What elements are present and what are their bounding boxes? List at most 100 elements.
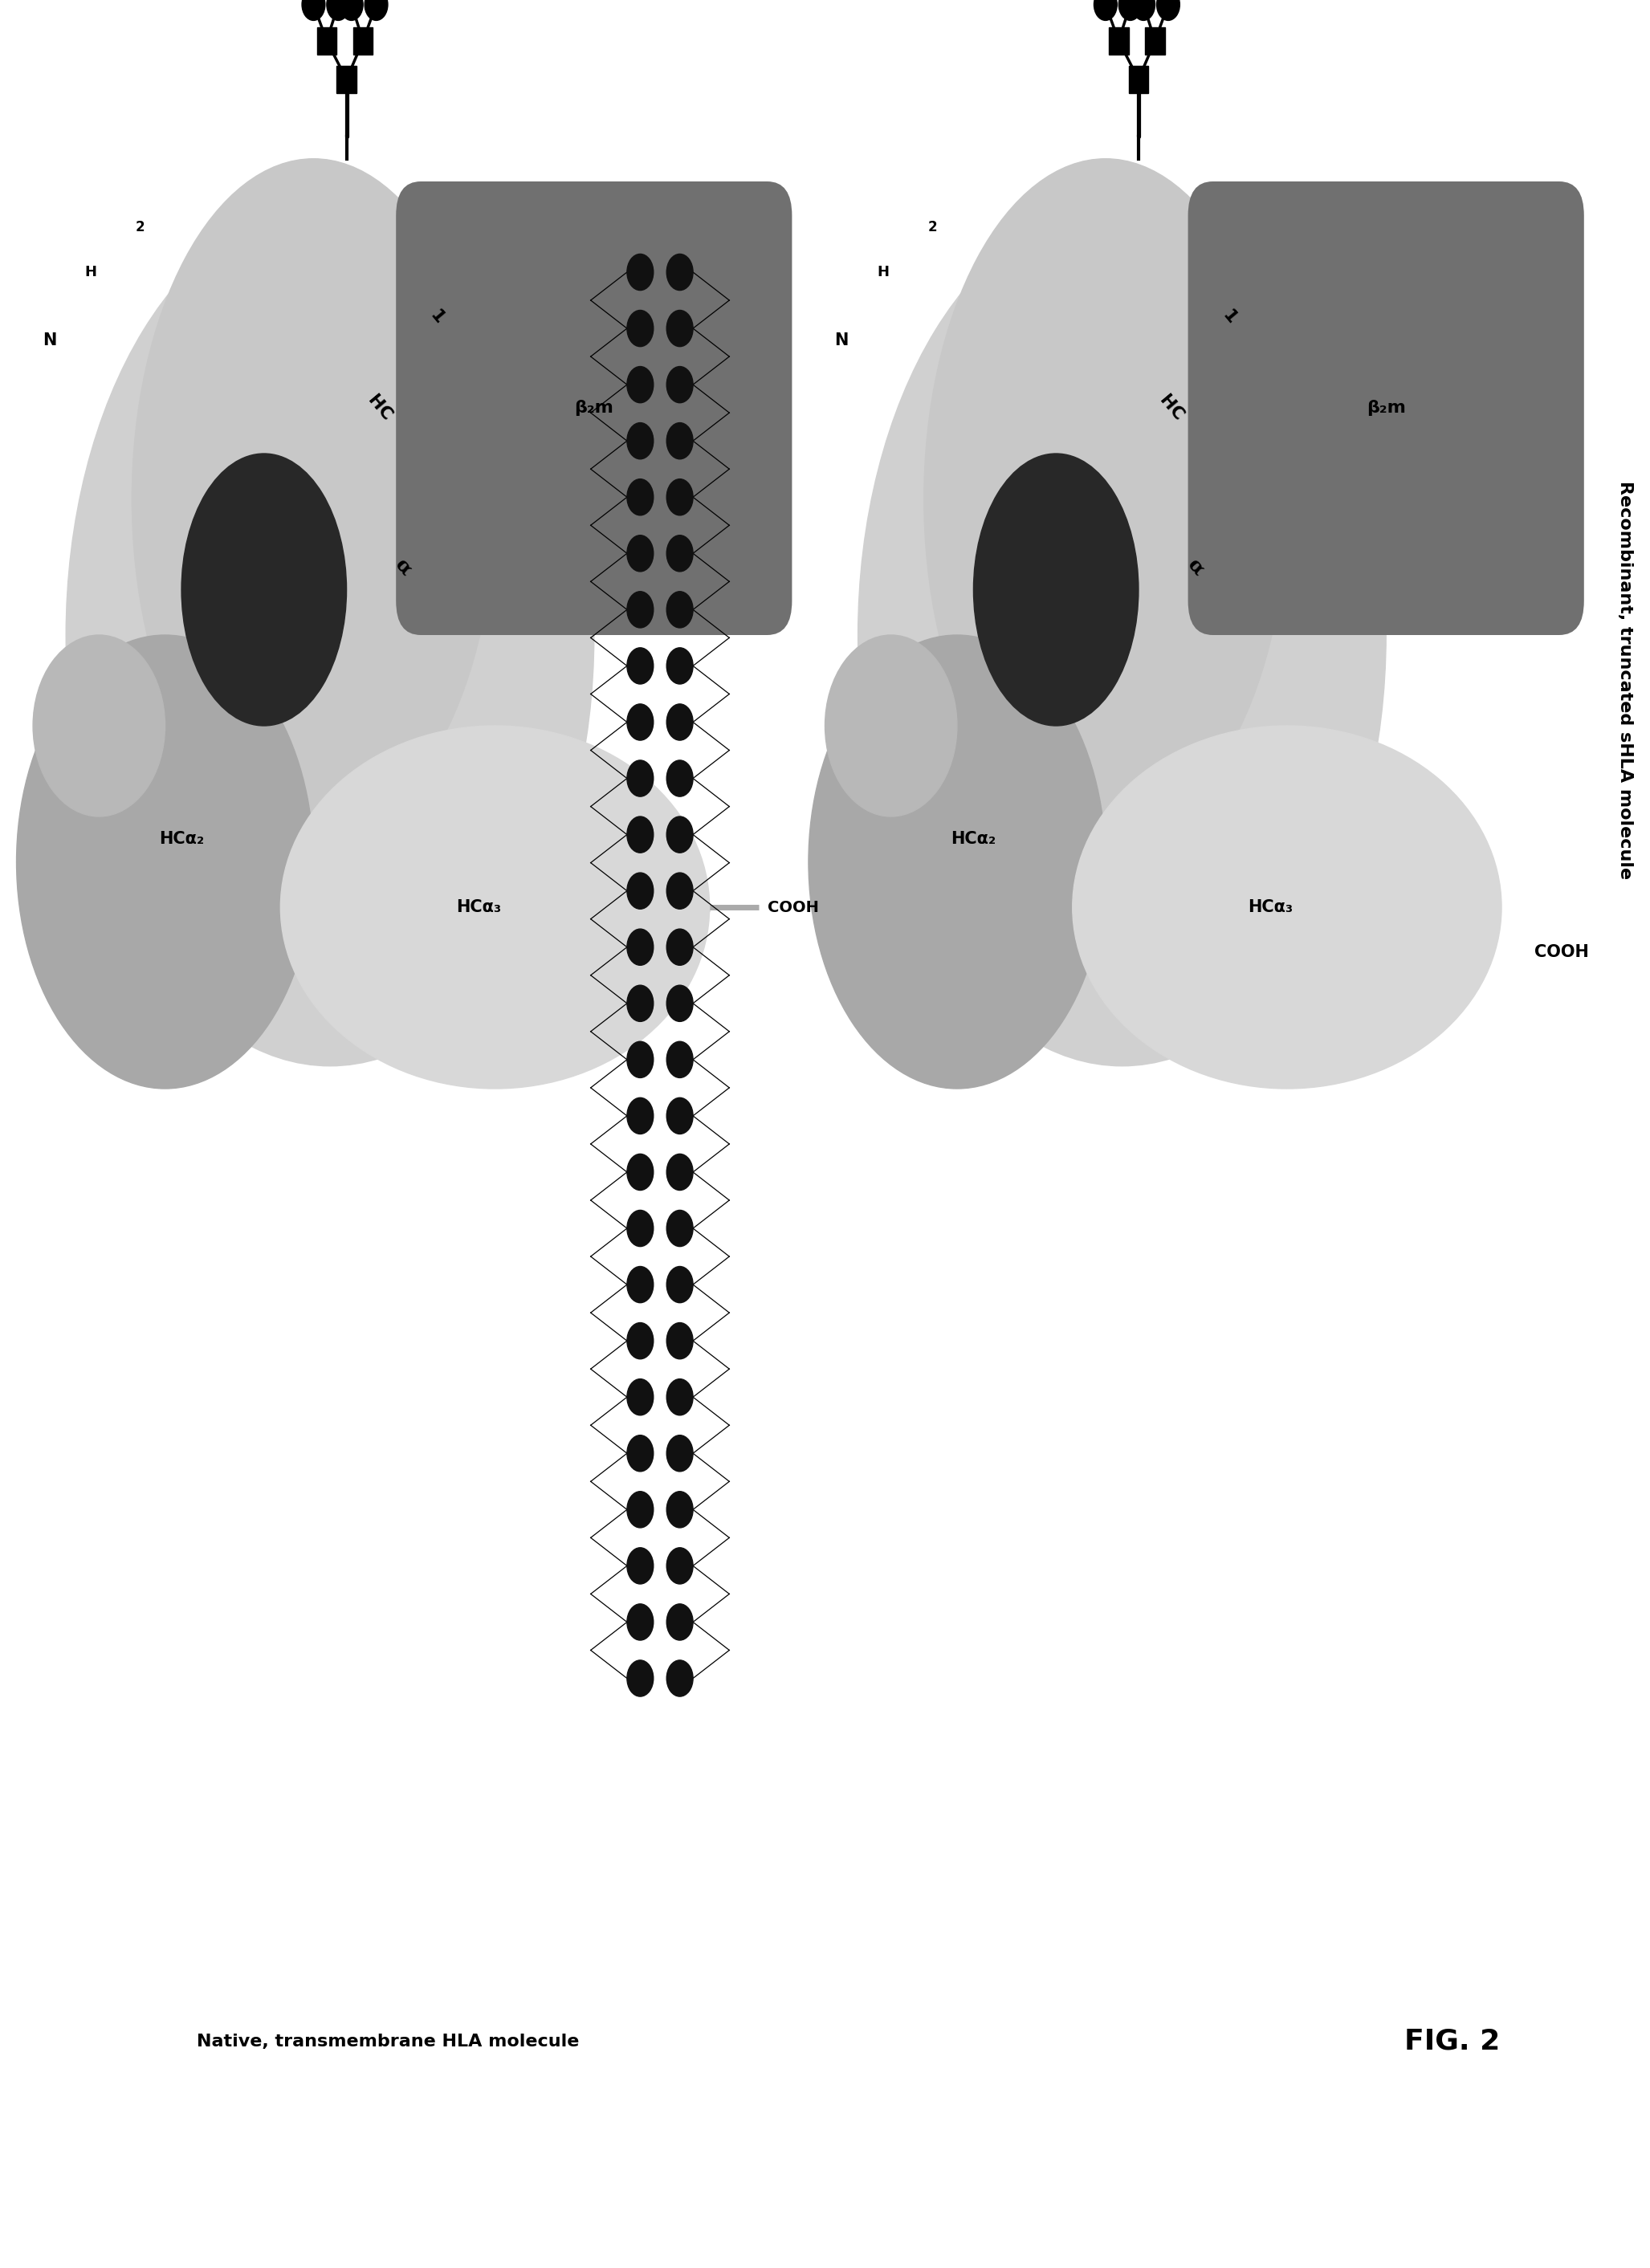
Circle shape [365, 0, 388, 20]
Circle shape [327, 0, 350, 20]
Ellipse shape [1072, 726, 1502, 1089]
Circle shape [667, 1098, 693, 1134]
Text: β₂m: β₂m [574, 399, 614, 417]
Text: Native, transmembrane HLA molecule: Native, transmembrane HLA molecule [196, 2032, 579, 2050]
Ellipse shape [16, 635, 314, 1089]
Circle shape [627, 254, 653, 290]
Text: α: α [393, 556, 416, 578]
Circle shape [627, 367, 653, 404]
Text: 2: 2 [135, 220, 145, 234]
Circle shape [627, 1379, 653, 1415]
Bar [317, 27, 337, 54]
Circle shape [627, 1603, 653, 1640]
Circle shape [627, 1492, 653, 1529]
Circle shape [627, 311, 653, 347]
Circle shape [340, 0, 363, 20]
FancyBboxPatch shape [396, 181, 792, 635]
Circle shape [667, 1041, 693, 1077]
Circle shape [627, 1211, 653, 1247]
Ellipse shape [182, 454, 346, 726]
Ellipse shape [280, 726, 710, 1089]
Bar [1109, 27, 1129, 54]
Circle shape [667, 984, 693, 1021]
Text: HCα₂: HCα₂ [158, 830, 205, 848]
Circle shape [627, 760, 653, 796]
Text: HC: HC [365, 392, 394, 424]
Circle shape [667, 760, 693, 796]
Text: β₂m: β₂m [1366, 399, 1406, 417]
Circle shape [667, 422, 693, 458]
Circle shape [627, 1098, 653, 1134]
Ellipse shape [33, 635, 165, 816]
Circle shape [667, 703, 693, 739]
Circle shape [667, 1603, 693, 1640]
Ellipse shape [825, 635, 957, 816]
Circle shape [667, 1660, 693, 1696]
Circle shape [627, 422, 653, 458]
Circle shape [627, 535, 653, 572]
Circle shape [1119, 0, 1142, 20]
Circle shape [1132, 0, 1155, 20]
Circle shape [667, 930, 693, 966]
Circle shape [667, 873, 693, 909]
Circle shape [667, 1211, 693, 1247]
Text: H: H [876, 265, 889, 279]
Circle shape [302, 0, 325, 20]
Circle shape [627, 649, 653, 685]
Circle shape [667, 816, 693, 853]
Circle shape [667, 1492, 693, 1529]
Text: H: H [84, 265, 97, 279]
Circle shape [627, 1041, 653, 1077]
Circle shape [627, 1436, 653, 1472]
Circle shape [627, 479, 653, 515]
Text: Recombinant, truncated sHLA molecule: Recombinant, truncated sHLA molecule [1617, 481, 1634, 880]
Circle shape [627, 816, 653, 853]
Circle shape [627, 1547, 653, 1583]
Circle shape [667, 1322, 693, 1359]
Circle shape [1157, 0, 1180, 20]
Ellipse shape [132, 159, 495, 839]
Circle shape [627, 984, 653, 1021]
Text: HCα₃: HCα₃ [1247, 898, 1294, 916]
Ellipse shape [808, 635, 1106, 1089]
Circle shape [627, 930, 653, 966]
Text: 2: 2 [927, 220, 937, 234]
Circle shape [627, 1266, 653, 1302]
Text: 1: 1 [1219, 308, 1239, 327]
Text: COOH: COOH [767, 900, 818, 914]
Text: FIG. 2: FIG. 2 [1404, 2028, 1500, 2055]
Text: N: N [835, 331, 848, 349]
Ellipse shape [66, 204, 594, 1066]
Text: HCα₃: HCα₃ [455, 898, 502, 916]
Circle shape [667, 367, 693, 404]
Circle shape [1094, 0, 1117, 20]
Ellipse shape [974, 454, 1138, 726]
Bar [337, 66, 356, 93]
Circle shape [667, 649, 693, 685]
Circle shape [627, 1322, 653, 1359]
Circle shape [627, 1154, 653, 1191]
Circle shape [627, 703, 653, 739]
Circle shape [667, 1547, 693, 1583]
Text: HC: HC [1157, 392, 1186, 424]
Ellipse shape [924, 159, 1287, 839]
Bar [1145, 27, 1165, 54]
FancyBboxPatch shape [1188, 181, 1584, 635]
Circle shape [627, 1660, 653, 1696]
Circle shape [667, 311, 693, 347]
Circle shape [667, 479, 693, 515]
Bar [1129, 66, 1148, 93]
Circle shape [667, 592, 693, 628]
Circle shape [667, 1266, 693, 1302]
Bar [353, 27, 373, 54]
Text: COOH: COOH [1534, 943, 1589, 962]
Ellipse shape [858, 204, 1386, 1066]
Text: 1: 1 [427, 308, 447, 327]
Text: α: α [1185, 556, 1208, 578]
Circle shape [667, 535, 693, 572]
Circle shape [667, 1154, 693, 1191]
Circle shape [627, 873, 653, 909]
Circle shape [667, 1379, 693, 1415]
Circle shape [627, 592, 653, 628]
Text: HCα₂: HCα₂ [950, 830, 997, 848]
